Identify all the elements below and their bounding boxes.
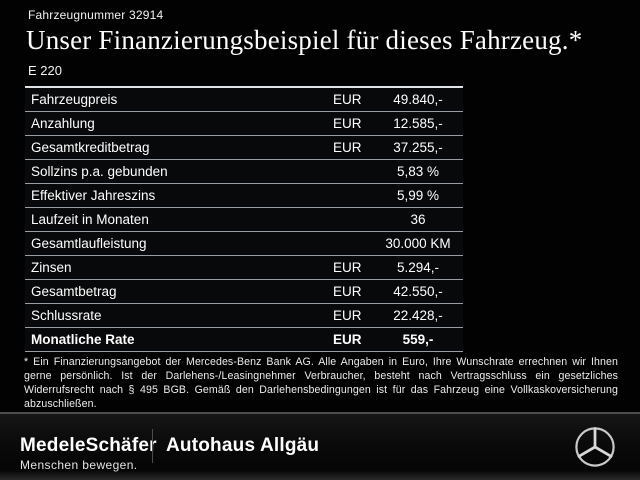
row-label: Anzahlung — [31, 116, 95, 131]
mercedes-star-icon — [575, 427, 615, 467]
row-label: Schlussrate — [31, 308, 102, 323]
row-currency: EUR — [333, 116, 362, 131]
row-currency: EUR — [333, 308, 362, 323]
vehicle-model: E 220 — [28, 63, 62, 78]
table-row: Fahrzeugpreis EUR 49.840,- — [25, 88, 463, 112]
row-currency: EUR — [333, 260, 362, 275]
table-row: Laufzeit in Monaten 36 — [25, 208, 463, 232]
table-row: Gesamtkreditbetrag EUR 37.255,- — [25, 136, 463, 160]
row-value: 37.255,- — [393, 140, 443, 155]
row-value: 42.550,- — [393, 284, 443, 299]
financing-table: Fahrzeugpreis EUR 49.840,- Anzahlung EUR… — [25, 86, 463, 352]
row-label: Gesamtbetrag — [31, 284, 117, 299]
row-value: 12.585,- — [393, 116, 443, 131]
footer-divider — [152, 429, 153, 463]
row-value: 49.840,- — [393, 92, 443, 107]
row-currency: EUR — [333, 140, 362, 155]
row-currency: EUR — [333, 284, 362, 299]
row-currency: EUR — [333, 332, 362, 347]
table-row: Sollzins p.a. gebunden 5,83 % — [25, 160, 463, 184]
dealer-secondary-logo: Autohaus Allgäu — [166, 435, 320, 456]
row-value: 36 — [410, 212, 426, 227]
row-currency: EUR — [333, 92, 362, 107]
row-value: 559,- — [402, 332, 434, 347]
row-label: Zinsen — [31, 260, 72, 275]
row-label: Sollzins p.a. gebunden — [31, 164, 168, 179]
table-row: Gesamtbetrag EUR 42.550,- — [25, 280, 463, 304]
table-row: Effektiver Jahreszins 5,99 % — [25, 184, 463, 208]
table-row: Zinsen EUR 5.294,- — [25, 256, 463, 280]
row-label: Gesamtlaufleistung — [31, 236, 147, 251]
footnote: * Ein Finanzierungsangebot der Mercedes-… — [24, 356, 618, 410]
vehicle-number: Fahrzeugnummer 32914 — [28, 8, 164, 22]
table-row: Gesamtlaufleistung 30.000 KM — [25, 232, 463, 256]
table-row: Schlussrate EUR 22.428,- — [25, 304, 463, 328]
row-value: 22.428,- — [393, 308, 443, 323]
table-row: Anzahlung EUR 12.585,- — [25, 112, 463, 136]
row-label: Monatliche Rate — [31, 332, 135, 347]
row-label: Laufzeit in Monaten — [31, 212, 149, 227]
row-label: Gesamtkreditbetrag — [31, 140, 150, 155]
row-value: 5,83 % — [396, 164, 440, 179]
row-value: 30.000 KM — [385, 236, 451, 251]
row-value: 5,99 % — [396, 188, 440, 203]
page-title: Unser Finanzierungsbeispiel für dieses F… — [26, 25, 583, 55]
row-value: 5.294,- — [396, 260, 440, 275]
row-label: Effektiver Jahreszins — [31, 188, 156, 203]
row-label: Fahrzeugpreis — [31, 92, 118, 107]
table-row: Monatliche Rate EUR 559,- — [25, 328, 463, 352]
footer-bar: MedeleSchäfer Menschen bewegen. Autohaus… — [0, 412, 640, 480]
dealer-tagline: Menschen bewegen. — [20, 458, 138, 472]
dealer-logo: MedeleSchäfer — [20, 435, 157, 456]
